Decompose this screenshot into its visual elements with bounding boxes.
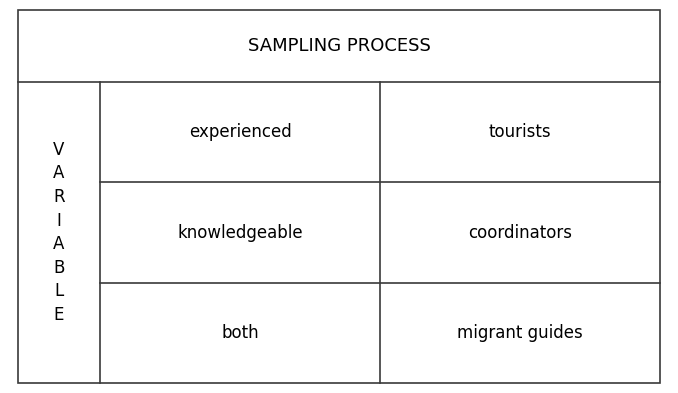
Text: knowledgeable: knowledgeable (177, 224, 303, 242)
Text: V
A
R
I
A
B
L
E: V A R I A B L E (53, 141, 65, 324)
Text: experienced: experienced (188, 123, 292, 141)
Text: both: both (221, 324, 259, 342)
Text: tourists: tourists (489, 123, 551, 141)
Text: SAMPLING PROCESS: SAMPLING PROCESS (247, 37, 431, 55)
Text: coordinators: coordinators (468, 224, 572, 242)
Text: migrant guides: migrant guides (457, 324, 583, 342)
